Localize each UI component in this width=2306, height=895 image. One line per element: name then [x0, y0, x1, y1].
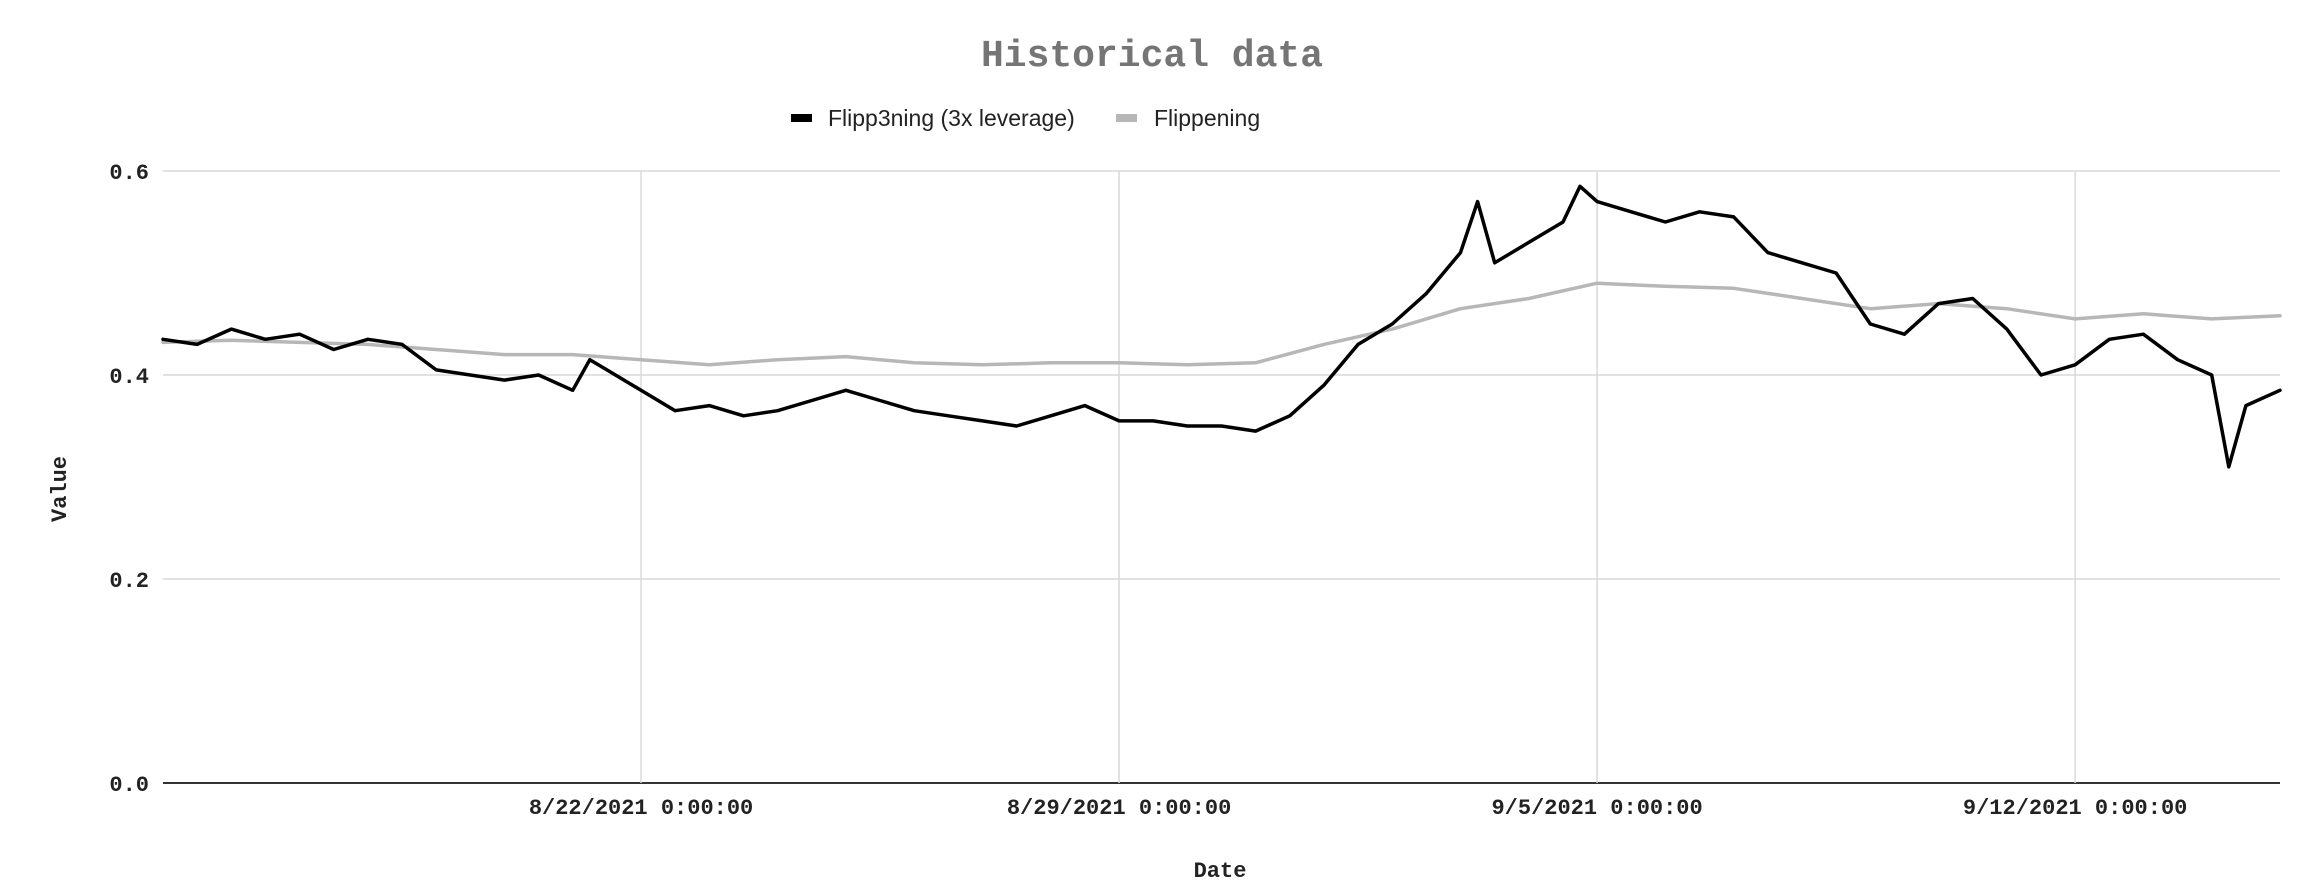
- x-tick-labels: 8/22/2021 0:00:00 8/29/2021 0:00:00 9/5/20…: [529, 796, 2188, 821]
- legend-item-flippening[interactable]: Flippening: [1116, 105, 1260, 131]
- legend: Flipp3ning (3x leverage) Flippening: [791, 105, 1260, 131]
- x-axis-label: Date: [1194, 859, 1247, 884]
- y-gridlines: [163, 170, 2280, 784]
- chart-title: Historical data: [981, 35, 1323, 78]
- x-tick-label: 9/12/2021 0:00:00: [1963, 796, 2187, 821]
- x-tick-label: 8/22/2021 0:00:00: [529, 796, 753, 821]
- legend-swatch-flippening: [1116, 114, 1137, 122]
- legend-label-flippening: Flippening: [1154, 105, 1260, 131]
- series-layer: [161, 184, 2282, 469]
- legend-label-flipp3ning: Flipp3ning (3x leverage): [828, 105, 1075, 131]
- legend-item-flipp3ning[interactable]: Flipp3ning (3x leverage): [791, 105, 1075, 131]
- legend-swatch-flipp3ning: [791, 114, 812, 122]
- y-tick-label: 0.0: [109, 773, 149, 798]
- series-line-flippening[interactable]: [161, 281, 2282, 367]
- x-tick-label: 9/5/2021 0:00:00: [1491, 796, 1702, 821]
- x-tick-label: 8/29/2021 0:00:00: [1007, 796, 1231, 821]
- y-tick-label: 0.6: [109, 161, 149, 186]
- y-tick-label: 0.4: [109, 365, 149, 390]
- y-tick-label: 0.2: [109, 569, 149, 594]
- y-tick-labels: 0.0 0.2 0.4 0.6: [109, 161, 149, 798]
- x-gridlines: [640, 171, 2076, 783]
- series-line-flipp3ning[interactable]: [161, 184, 2282, 469]
- y-axis-label: Value: [48, 456, 73, 522]
